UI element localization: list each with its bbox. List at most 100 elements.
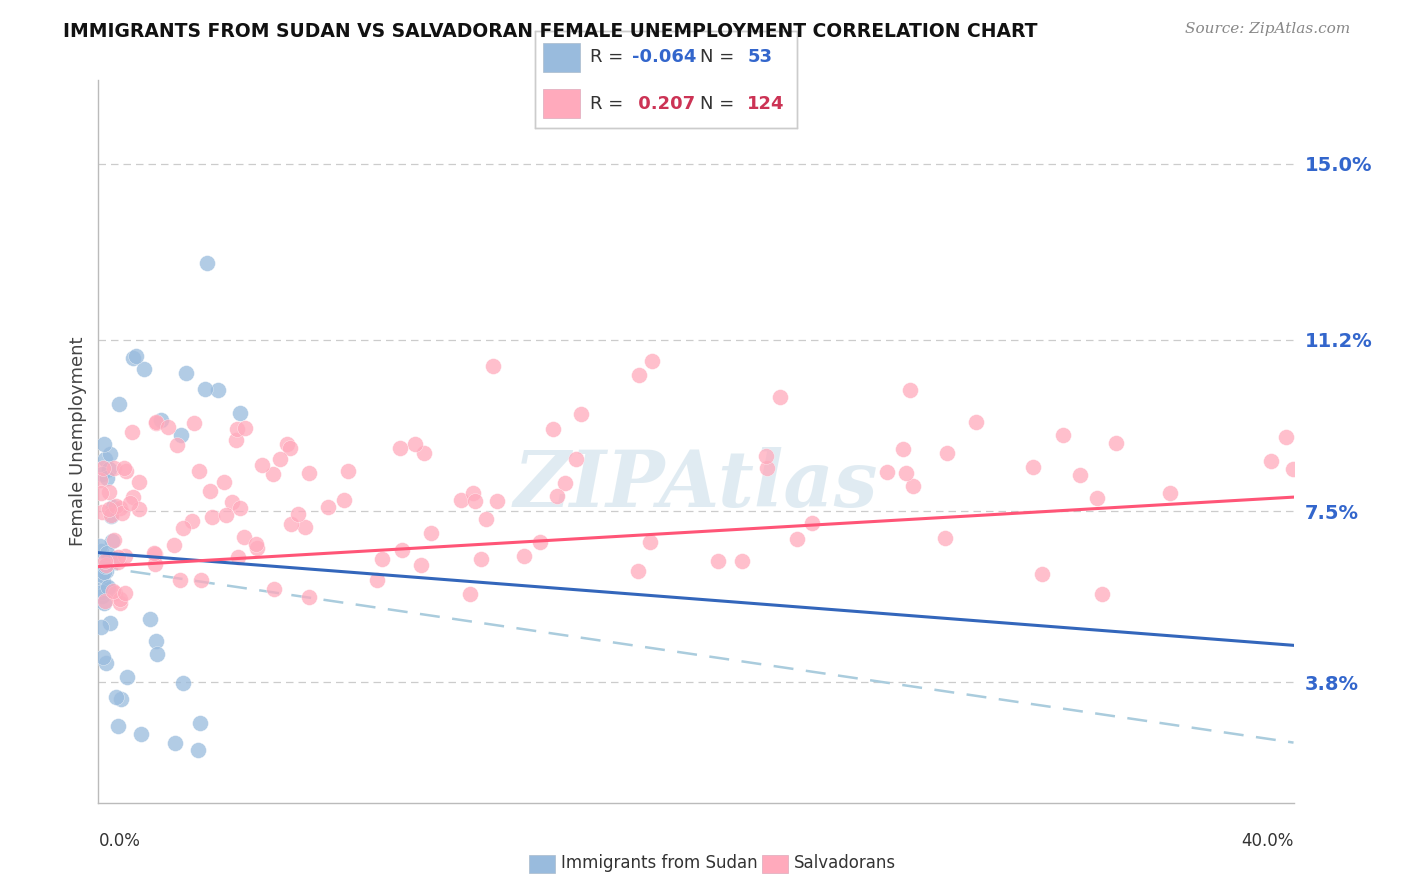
Point — [207, 383, 229, 397]
Point — [145, 647, 167, 661]
Text: 40.0%: 40.0% — [1241, 832, 1294, 850]
Point — [187, 742, 209, 756]
Point — [91, 590, 114, 604]
Point — [546, 489, 568, 503]
Point — [110, 591, 132, 606]
Point — [228, 406, 250, 420]
Point — [91, 574, 114, 588]
Point — [769, 390, 792, 404]
Point — [91, 650, 114, 665]
Point — [145, 416, 167, 430]
Point — [101, 584, 124, 599]
Point — [96, 558, 118, 573]
Point — [105, 499, 128, 513]
Point — [97, 582, 120, 597]
Point — [97, 484, 120, 499]
Point — [97, 502, 120, 516]
Point — [93, 554, 115, 568]
Point — [111, 506, 134, 520]
Point — [103, 460, 125, 475]
Point — [464, 493, 486, 508]
Text: R =: R = — [591, 48, 630, 66]
Point — [143, 547, 166, 561]
Point — [529, 535, 551, 549]
Point — [756, 461, 779, 475]
Text: R =: R = — [591, 95, 630, 112]
Point — [901, 479, 924, 493]
Point — [965, 415, 987, 429]
Point — [174, 366, 197, 380]
Point — [100, 533, 122, 548]
Point — [541, 422, 564, 436]
Point — [336, 464, 359, 478]
Point — [246, 541, 269, 556]
Point — [262, 467, 284, 481]
Point — [108, 397, 131, 411]
Point — [280, 517, 302, 532]
Point — [129, 727, 152, 741]
Point — [565, 451, 588, 466]
FancyBboxPatch shape — [543, 89, 579, 118]
Point — [232, 530, 254, 544]
Point — [287, 507, 309, 521]
Point — [891, 442, 914, 457]
Point — [391, 543, 413, 558]
Point — [93, 596, 115, 610]
Point — [89, 539, 111, 553]
Point — [97, 553, 120, 567]
Point — [115, 464, 138, 478]
Point — [1069, 467, 1091, 482]
Point — [298, 591, 321, 605]
Point — [188, 464, 211, 478]
Point — [169, 573, 191, 587]
Point — [201, 510, 224, 524]
Point — [470, 552, 492, 566]
Point — [114, 549, 136, 563]
Point — [419, 526, 441, 541]
Text: -0.064: -0.064 — [633, 48, 696, 66]
Point — [233, 420, 256, 434]
Point — [98, 447, 121, 461]
Point — [318, 500, 340, 514]
Text: 0.207: 0.207 — [633, 95, 695, 112]
Point — [170, 428, 193, 442]
Point — [107, 550, 129, 565]
Point — [198, 483, 221, 498]
Point — [276, 437, 298, 451]
Point — [269, 451, 291, 466]
Point — [118, 495, 141, 509]
Point — [935, 446, 957, 460]
Point — [221, 494, 243, 508]
Point — [188, 716, 211, 731]
Point — [250, 458, 273, 472]
Point — [409, 558, 432, 572]
Point — [93, 565, 115, 579]
Point — [143, 546, 166, 560]
Point — [333, 493, 356, 508]
Point — [194, 382, 217, 396]
Point — [124, 349, 146, 363]
Point — [485, 494, 508, 508]
Point — [181, 514, 204, 528]
Point — [366, 573, 388, 587]
Point — [458, 587, 481, 601]
Point — [94, 451, 117, 466]
Point — [413, 445, 436, 459]
Text: ZIPAtlas: ZIPAtlas — [513, 447, 879, 523]
FancyBboxPatch shape — [543, 43, 579, 72]
Point — [107, 555, 129, 569]
Text: 0.0%: 0.0% — [98, 832, 141, 850]
Point — [627, 565, 650, 579]
Point — [1274, 430, 1296, 444]
Point — [229, 500, 252, 515]
Point — [245, 537, 267, 551]
Point — [96, 546, 118, 560]
Point — [101, 500, 124, 514]
Point — [90, 486, 112, 500]
Text: 124: 124 — [747, 95, 785, 112]
Point — [94, 565, 117, 579]
Point — [786, 532, 808, 546]
Point — [91, 461, 114, 475]
Point — [108, 596, 131, 610]
Point — [1159, 485, 1181, 500]
